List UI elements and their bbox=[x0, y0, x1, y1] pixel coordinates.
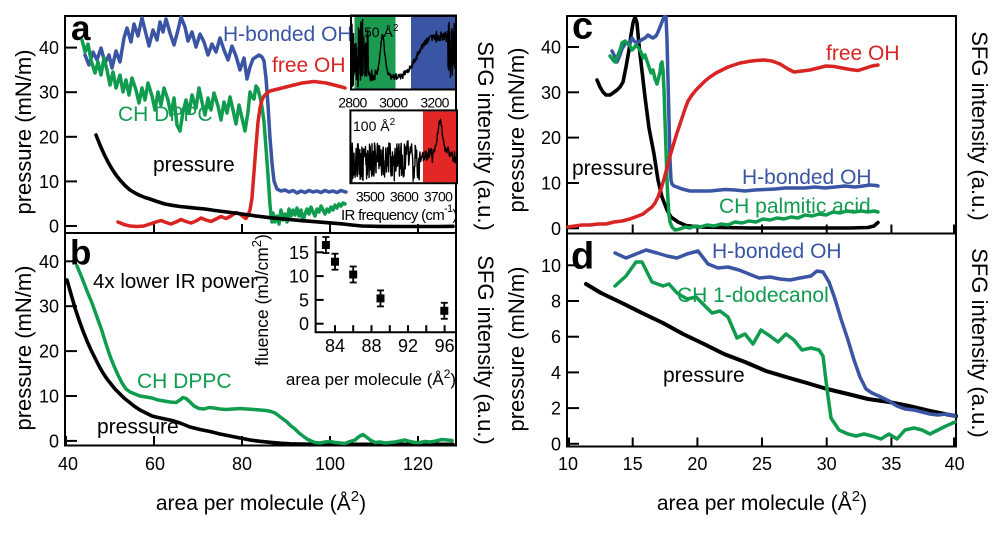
svg-text:10: 10 bbox=[289, 267, 309, 287]
svg-text:CH DPPC: CH DPPC bbox=[118, 103, 213, 126]
svg-text:30: 30 bbox=[817, 454, 837, 474]
svg-text:50 Å2: 50 Å2 bbox=[364, 23, 399, 40]
svg-text:SFG intensity (a.u.): SFG intensity (a.u.) bbox=[967, 248, 992, 438]
svg-text:3700: 3700 bbox=[424, 189, 453, 205]
svg-text:H-bonded OH: H-bonded OH bbox=[742, 166, 872, 189]
svg-text:20: 20 bbox=[39, 342, 59, 362]
svg-text:4x lower IR power: 4x lower IR power bbox=[93, 270, 257, 293]
svg-text:CH palmitic acid: CH palmitic acid bbox=[719, 195, 871, 218]
svg-text:120: 120 bbox=[403, 454, 433, 474]
svg-text:10: 10 bbox=[558, 454, 578, 474]
svg-text:88: 88 bbox=[361, 336, 381, 356]
svg-text:40: 40 bbox=[39, 252, 59, 272]
svg-text:3500: 3500 bbox=[356, 189, 385, 205]
svg-text:35: 35 bbox=[881, 454, 901, 474]
svg-text:0: 0 bbox=[551, 219, 561, 239]
svg-text:0: 0 bbox=[49, 431, 59, 451]
svg-text:20: 20 bbox=[541, 128, 561, 148]
svg-text:3200: 3200 bbox=[420, 94, 449, 110]
svg-text:H-bonded OH: H-bonded OH bbox=[712, 240, 842, 263]
svg-text:2: 2 bbox=[551, 399, 561, 419]
svg-text:SFG intensity (a.u.): SFG intensity (a.u.) bbox=[473, 41, 498, 231]
svg-text:8: 8 bbox=[551, 292, 561, 312]
svg-text:CH DPPC: CH DPPC bbox=[137, 370, 232, 393]
svg-text:SFG intensity (a.u.): SFG intensity (a.u.) bbox=[473, 255, 498, 445]
svg-text:pressure: pressure bbox=[97, 416, 179, 439]
svg-text:area per molecule (Å2): area per molecule (Å2) bbox=[286, 367, 456, 389]
svg-text:pressure (mN/m): pressure (mN/m) bbox=[504, 266, 529, 431]
svg-text:a: a bbox=[71, 9, 91, 48]
svg-text:free OH: free OH bbox=[272, 54, 346, 77]
svg-text:30: 30 bbox=[39, 297, 59, 317]
svg-text:96: 96 bbox=[435, 336, 455, 356]
svg-text:100: 100 bbox=[315, 454, 345, 474]
svg-text:b: b bbox=[70, 234, 91, 273]
svg-text:40: 40 bbox=[39, 38, 59, 58]
svg-text:100 Å2: 100 Å2 bbox=[353, 117, 396, 134]
svg-text:40: 40 bbox=[541, 38, 561, 58]
svg-text:pressure: pressure bbox=[572, 157, 654, 180]
svg-text:fluence (mJ/cm2): fluence (mJ/cm2) bbox=[249, 234, 272, 366]
svg-text:84: 84 bbox=[325, 336, 345, 356]
svg-text:c: c bbox=[572, 6, 593, 48]
svg-text:0: 0 bbox=[299, 314, 309, 334]
svg-text:area per molecule (Å2): area per molecule (Å2) bbox=[156, 488, 366, 515]
svg-text:2800: 2800 bbox=[338, 94, 367, 110]
svg-text:6: 6 bbox=[551, 327, 561, 347]
svg-text:15: 15 bbox=[289, 243, 309, 263]
svg-text:30: 30 bbox=[541, 83, 561, 103]
svg-text:pressure: pressure bbox=[153, 154, 235, 177]
svg-text:4: 4 bbox=[551, 363, 561, 383]
svg-text:60: 60 bbox=[145, 454, 165, 474]
svg-text:3000: 3000 bbox=[379, 94, 408, 110]
svg-text:pressure (mN/m): pressure (mN/m) bbox=[11, 49, 36, 214]
svg-text:IR frequency (cm-1): IR frequency (cm-1) bbox=[341, 203, 457, 224]
svg-text:20: 20 bbox=[39, 127, 59, 147]
svg-text:40: 40 bbox=[58, 454, 78, 474]
svg-text:SFG intensity (a.u.): SFG intensity (a.u.) bbox=[967, 31, 992, 221]
svg-text:5: 5 bbox=[299, 290, 309, 310]
svg-text:H-bonded OH: H-bonded OH bbox=[223, 23, 353, 46]
svg-text:25: 25 bbox=[752, 454, 772, 474]
svg-text:pressure (mN/m): pressure (mN/m) bbox=[11, 265, 36, 430]
svg-text:3600: 3600 bbox=[390, 189, 419, 205]
svg-text:30: 30 bbox=[39, 83, 59, 103]
svg-text:10: 10 bbox=[39, 172, 59, 192]
svg-text:pressure (mN/m): pressure (mN/m) bbox=[504, 47, 529, 212]
svg-text:10: 10 bbox=[541, 256, 561, 276]
svg-text:free OH: free OH bbox=[826, 42, 900, 65]
svg-text:0: 0 bbox=[551, 434, 561, 454]
svg-text:0: 0 bbox=[49, 217, 59, 237]
svg-text:15: 15 bbox=[623, 454, 643, 474]
svg-text:80: 80 bbox=[232, 454, 252, 474]
svg-text:area per molecule (Å2): area per molecule (Å2) bbox=[657, 488, 867, 515]
svg-text:92: 92 bbox=[398, 336, 418, 356]
svg-text:40: 40 bbox=[945, 454, 965, 474]
svg-text:d: d bbox=[571, 236, 594, 278]
svg-text:20: 20 bbox=[687, 454, 707, 474]
svg-text:10: 10 bbox=[541, 174, 561, 194]
svg-text:CH 1-dodecanol: CH 1-dodecanol bbox=[677, 284, 829, 307]
svg-text:10: 10 bbox=[39, 387, 59, 407]
svg-text:pressure: pressure bbox=[663, 364, 745, 387]
